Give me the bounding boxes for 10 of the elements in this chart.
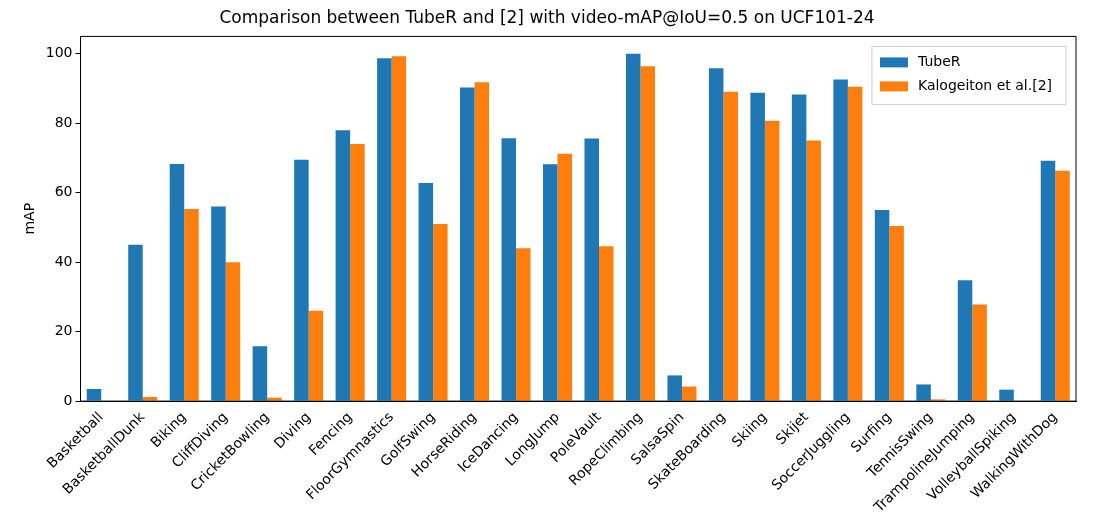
y-tick-label: 0 (63, 391, 73, 408)
chart-title: Comparison between TubeR and [2] with video-mAP@IoU=0.5 on UCF101-24 (219, 6, 875, 27)
legend-label: TubeR (916, 53, 961, 70)
y-tick-label: 20 (54, 322, 73, 339)
y-tick-label: 80 (54, 113, 73, 130)
y-tick-label: 40 (54, 252, 73, 269)
y-tick-label: 100 (45, 44, 73, 61)
y-axis-title: mAP (21, 202, 38, 235)
y-tick-label: 60 (54, 183, 73, 200)
legend-label: Kalogeiton et al.[2] (917, 77, 1053, 94)
